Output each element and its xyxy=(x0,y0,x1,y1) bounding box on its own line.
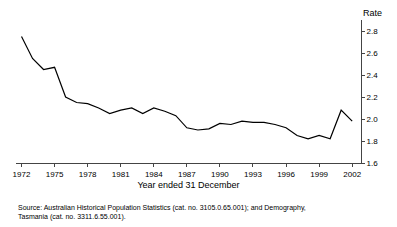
svg-text:1996: 1996 xyxy=(277,170,295,179)
svg-text:2.2: 2.2 xyxy=(367,93,379,102)
svg-text:2.4: 2.4 xyxy=(367,71,379,80)
svg-text:1.8: 1.8 xyxy=(367,137,379,146)
svg-text:1978: 1978 xyxy=(79,170,97,179)
svg-text:1984: 1984 xyxy=(145,170,163,179)
svg-text:2.0: 2.0 xyxy=(367,115,379,124)
svg-text:1990: 1990 xyxy=(211,170,229,179)
svg-text:Year ended 31 December: Year ended 31 December xyxy=(137,180,239,190)
svg-text:1981: 1981 xyxy=(112,170,130,179)
svg-text:1993: 1993 xyxy=(244,170,262,179)
svg-text:2002: 2002 xyxy=(343,170,361,179)
svg-text:1999: 1999 xyxy=(310,170,328,179)
svg-text:1987: 1987 xyxy=(178,170,196,179)
svg-text:Rate: Rate xyxy=(363,8,382,18)
svg-text:Source: Australian Historical: Source: Australian Historical Population… xyxy=(18,204,306,221)
svg-text:1972: 1972 xyxy=(13,170,31,179)
svg-text:2.6: 2.6 xyxy=(367,49,379,58)
svg-text:1.6: 1.6 xyxy=(367,159,379,168)
svg-text:2.8: 2.8 xyxy=(367,27,379,36)
svg-text:1975: 1975 xyxy=(46,170,64,179)
